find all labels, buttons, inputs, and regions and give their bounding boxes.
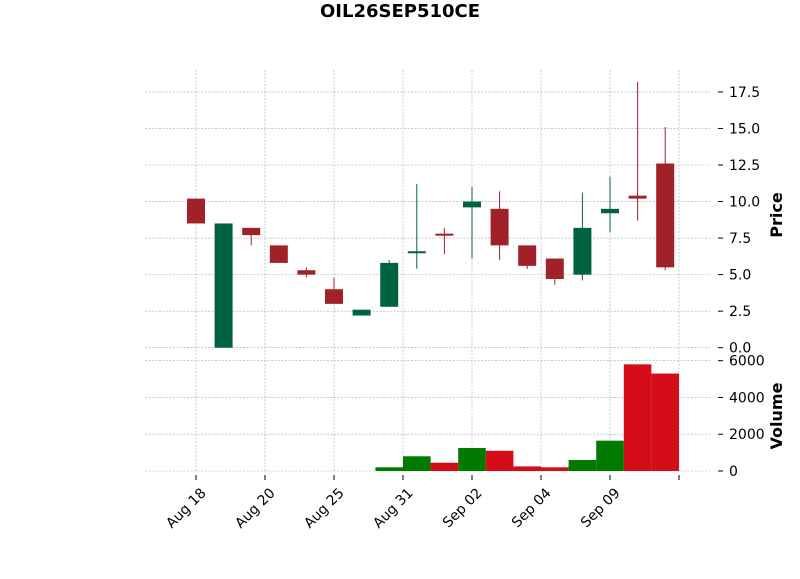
- volume-ytick-label: 2000: [729, 427, 765, 443]
- volume-ytick-label: 4000: [729, 390, 765, 406]
- candle-body: [214, 223, 233, 348]
- price-ytick-label: 17.5: [729, 85, 760, 101]
- candle-body: [352, 309, 371, 316]
- candle-body: [187, 198, 205, 224]
- candle-body: [628, 195, 647, 199]
- volume-bar: [623, 364, 652, 471]
- volume-ytick-label: 6000: [729, 354, 765, 370]
- volume-bar: [568, 459, 597, 471]
- price-axis: 0.0 2.5 5.0 7.5 10.0 12.5 15.0 17.5: [718, 85, 760, 357]
- candle-body: [656, 163, 675, 268]
- x-tick-label: Sep 04: [509, 485, 555, 531]
- x-tick-label: Sep 09: [578, 485, 624, 531]
- candle-body: [407, 251, 426, 254]
- volume-bar: [403, 456, 431, 471]
- volume-bar: [513, 466, 541, 471]
- price-axis-label: Price: [767, 192, 786, 238]
- candle-body: [545, 258, 564, 279]
- candle-body: [269, 245, 288, 263]
- candle-body: [297, 270, 316, 275]
- volume-axis-label: Volume: [767, 382, 786, 449]
- candle-body: [242, 227, 261, 236]
- candle-body: [490, 208, 509, 246]
- candle-body: [518, 245, 537, 266]
- price-ytick-label: 15.0: [729, 121, 760, 137]
- price-grid: [145, 70, 710, 355]
- volume-axis: 0 2000 4000 6000: [718, 354, 765, 480]
- volume-bar: [541, 467, 569, 471]
- volume-bar: [651, 373, 679, 471]
- price-candles: [187, 81, 675, 348]
- candle-body: [463, 201, 481, 208]
- candle-body: [435, 233, 454, 236]
- price-ytick-label: 2.5: [729, 304, 751, 320]
- price-ytick-label: 0.0: [729, 341, 751, 357]
- candle-body: [573, 227, 592, 275]
- price-ytick-label: 10.0: [729, 195, 760, 211]
- volume-bars: [375, 364, 679, 471]
- x-tick-label: Aug 31: [370, 485, 416, 531]
- x-tick-label: Aug 20: [232, 485, 278, 531]
- x-tick-label: Aug 18: [163, 485, 209, 531]
- x-tick-label: Aug 25: [301, 485, 347, 531]
- volume-bar: [485, 450, 514, 471]
- volume-bar: [430, 462, 459, 471]
- x-tick-label: Sep 02: [440, 485, 486, 531]
- x-axis: Aug 18 Aug 20 Aug 25 Aug 31 Sep 02 Sep 04 Sep …: [163, 475, 680, 532]
- price-ytick-label: 5.0: [729, 268, 751, 284]
- chart-title: OIL26SEP510CE: [320, 1, 480, 22]
- price-ytick-label: 7.5: [729, 231, 751, 247]
- candle-body: [380, 262, 399, 307]
- volume-bar: [375, 467, 403, 471]
- price-ytick-label: 12.5: [729, 158, 760, 174]
- candle-body: [325, 289, 343, 304]
- volume-bar: [596, 440, 624, 471]
- candle-body: [601, 208, 619, 214]
- volume-ytick-label: 0: [729, 464, 738, 480]
- volume-bar: [458, 448, 486, 471]
